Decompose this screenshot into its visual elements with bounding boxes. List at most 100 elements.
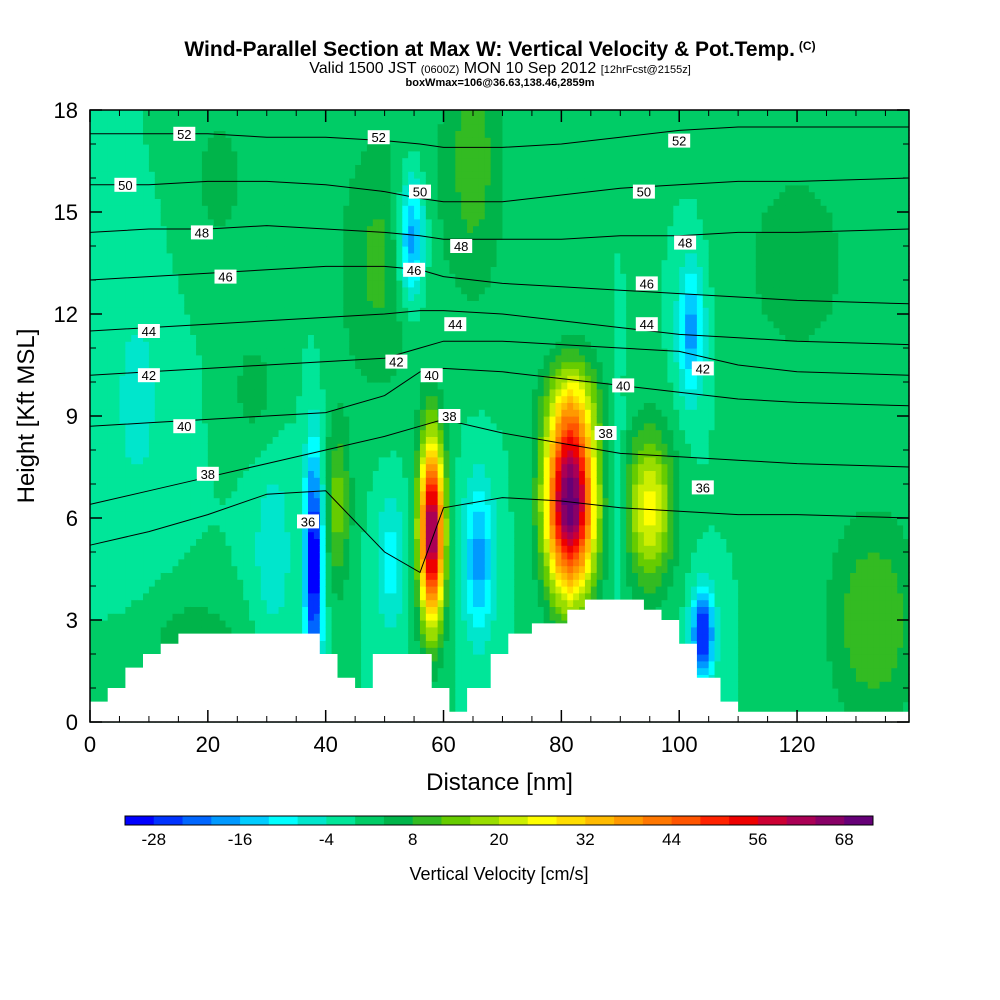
field-cell	[325, 647, 333, 655]
field-cell	[343, 334, 350, 342]
chart-title-text: Wind-Parallel Section at Max W: Vertical…	[184, 38, 795, 61]
field-cell	[402, 212, 409, 220]
field-cell	[131, 422, 138, 431]
field-cell	[243, 402, 250, 410]
field-cell	[154, 497, 162, 505]
field-cell	[166, 545, 174, 553]
field-cell	[143, 443, 150, 451]
field-cell	[137, 647, 144, 655]
field-cell	[119, 606, 126, 614]
field-cell	[207, 286, 215, 295]
field-cell	[361, 606, 368, 614]
field-cell	[319, 110, 327, 118]
field-cell	[148, 266, 156, 274]
field-cell	[384, 232, 392, 240]
field-cell	[137, 314, 144, 322]
field-cell	[402, 579, 409, 587]
field-cell	[396, 293, 403, 301]
field-cell	[284, 456, 291, 465]
field-cell	[207, 524, 215, 533]
field-cell	[337, 327, 344, 335]
field-cell	[131, 606, 138, 614]
field-cell	[201, 450, 209, 458]
field-cell	[260, 463, 268, 471]
field-cell	[166, 327, 174, 335]
field-cell	[390, 184, 397, 193]
field-cell	[278, 246, 286, 254]
field-cell	[254, 456, 262, 465]
field-cell	[231, 246, 238, 254]
field-cell	[90, 205, 97, 213]
field-cell	[355, 110, 362, 118]
field-cell	[113, 456, 121, 465]
field-cell	[249, 395, 256, 403]
field-cell	[308, 116, 315, 125]
field-cell	[125, 450, 132, 458]
field-cell	[113, 354, 121, 363]
field-cell	[319, 484, 327, 492]
field-cell	[113, 674, 121, 682]
field-cell	[396, 606, 403, 614]
field-cell	[196, 314, 203, 322]
field-cell	[290, 348, 297, 356]
field-cell	[101, 599, 109, 607]
field-cell	[172, 300, 179, 308]
field-cell	[272, 205, 280, 213]
field-cell	[272, 388, 280, 397]
field-cell	[243, 110, 250, 118]
field-cell	[201, 361, 209, 369]
field-cell	[349, 388, 356, 397]
field-cell	[237, 280, 244, 288]
field-cell	[113, 361, 121, 369]
field-cell	[402, 538, 409, 546]
field-cell	[196, 606, 203, 614]
field-cell	[119, 470, 126, 478]
field-cell	[302, 565, 309, 573]
field-cell	[372, 477, 380, 485]
field-cell	[319, 246, 327, 254]
field-cell	[231, 524, 238, 533]
field-cell	[90, 375, 97, 383]
field-cell	[313, 552, 321, 560]
field-cell	[402, 300, 409, 308]
field-cell	[325, 524, 333, 533]
field-cell	[119, 511, 126, 519]
field-cell	[254, 606, 262, 614]
field-cell	[266, 320, 274, 329]
field-cell	[384, 368, 392, 376]
field-cell	[249, 341, 256, 349]
field-cell	[131, 232, 138, 240]
field-cell	[231, 259, 238, 267]
field-cell	[190, 348, 197, 356]
field-cell	[384, 327, 392, 335]
field-cell	[290, 218, 297, 227]
field-cell	[119, 286, 126, 295]
field-cell	[148, 599, 156, 607]
field-cell	[137, 552, 144, 560]
field-cell	[325, 354, 333, 363]
field-cell	[154, 300, 162, 308]
field-cell	[313, 110, 321, 118]
field-cell	[225, 150, 233, 159]
field-cell	[148, 157, 156, 165]
field-cell	[266, 368, 274, 376]
field-cell	[331, 416, 339, 424]
field-cell	[384, 286, 392, 295]
field-cell	[225, 450, 233, 458]
field-cell	[319, 572, 327, 580]
field-cell	[313, 368, 321, 376]
field-cell	[254, 511, 262, 519]
field-cell	[95, 293, 103, 301]
field-cell	[378, 518, 386, 526]
field-cell	[95, 450, 103, 458]
field-cell	[207, 504, 215, 512]
field-cell	[172, 191, 179, 199]
field-cell	[101, 586, 109, 594]
field-cell	[249, 524, 256, 533]
field-cell	[237, 212, 244, 220]
field-cell	[113, 171, 121, 179]
field-cell	[143, 613, 150, 621]
field-cell	[231, 620, 238, 628]
field-cell	[184, 463, 191, 471]
field-cell	[143, 259, 150, 267]
